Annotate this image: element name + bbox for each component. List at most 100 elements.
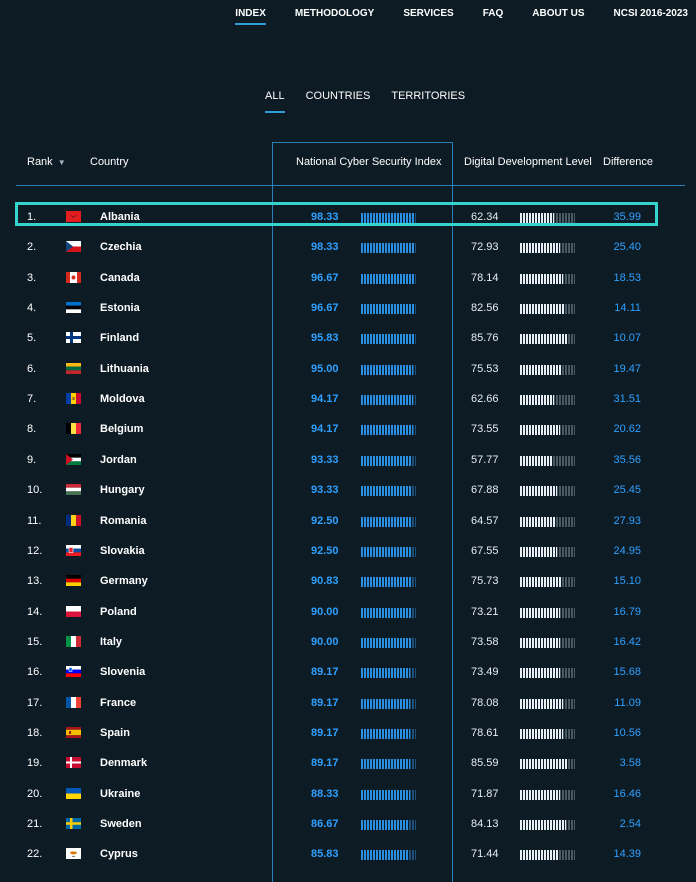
ncsi-score-bar	[361, 637, 416, 648]
rank-cell: 21.	[27, 818, 43, 830]
rank-column-header[interactable]: Rank ▼	[27, 156, 66, 168]
country-name[interactable]: Finland	[100, 332, 140, 345]
ddl-score-bar	[520, 546, 575, 557]
ddl-column-header[interactable]: Digital Development Level	[464, 156, 592, 168]
country-name[interactable]: Slovakia	[100, 544, 145, 557]
rank-cell: 14.	[27, 605, 43, 618]
country-name[interactable]: Ukraine	[100, 787, 141, 800]
ncsi-column-header[interactable]: National Cyber Security Index	[296, 156, 442, 168]
ddl-score: 73.55	[471, 423, 499, 436]
country-name[interactable]: Germany	[100, 575, 148, 588]
moldova-flag-icon	[66, 393, 81, 405]
country-name[interactable]: Czechia	[100, 241, 142, 254]
table-row[interactable]: 16. Slovenia 89.17 73.49 15.68	[0, 657, 696, 687]
difference-column-header[interactable]: Difference	[603, 156, 653, 168]
ddl-score: 85.59	[471, 757, 499, 770]
ddl-score-bar-fill	[520, 334, 568, 345]
ncsi-score-bar-fill	[361, 789, 410, 800]
country-column-header[interactable]: Country	[90, 156, 129, 168]
difference-value: 3.58	[619, 757, 641, 770]
table-row[interactable]: 7. Moldova 94.17 62.66 31.51	[0, 384, 696, 414]
country-name[interactable]: Hungary	[100, 484, 145, 497]
table-row[interactable]: 22. Cyprus 85.83 71.44 14.39	[0, 839, 696, 869]
ddl-score-bar-fill	[520, 213, 555, 223]
country-name[interactable]: Moldova	[100, 393, 145, 406]
ncsi-score: 90.83	[311, 575, 339, 588]
ncsi-score-bar	[361, 364, 416, 375]
table-row[interactable]: 10. Hungary 93.33 67.88 25.45	[0, 475, 696, 505]
ddl-score: 84.13	[471, 818, 499, 830]
ddl-score-bar-fill	[520, 364, 562, 375]
nav-faq[interactable]: FAQ	[482, 8, 504, 19]
table-row[interactable]: 20. Ukraine 88.33 71.87 16.46	[0, 779, 696, 809]
tab-territories[interactable]: TERRITORIES	[391, 90, 466, 102]
nav-ncsi-2016-2023[interactable]: NCSI 2016-2023	[613, 8, 689, 19]
sort-descending-icon[interactable]: ▼	[57, 158, 66, 167]
ddl-score: 73.58	[471, 635, 499, 648]
table-row[interactable]: 1. Albania 98.33 62.34 35.99	[0, 202, 696, 232]
ddl-score: 78.08	[471, 696, 499, 709]
difference-header-label: Difference	[603, 156, 653, 168]
country-name[interactable]: Sweden	[100, 818, 142, 830]
ddl-score-bar-fill	[520, 273, 563, 284]
table-row[interactable]: 9. Jordan 93.33 57.77 35.56	[0, 445, 696, 475]
table-row[interactable]: 5. Finland 95.83 85.76 10.07	[0, 323, 696, 353]
table-row[interactable]: 8. Belgium 94.17 73.55 20.62	[0, 414, 696, 444]
country-name[interactable]: Denmark	[100, 757, 148, 770]
difference-value: 16.46	[613, 787, 641, 800]
table-row[interactable]: 6. Lithuania 95.00 75.53 19.47	[0, 354, 696, 384]
table-row[interactable]: 4. Estonia 96.67 82.56 14.11	[0, 293, 696, 323]
rank-cell: 12.	[27, 544, 43, 557]
tab-countries[interactable]: COUNTRIES	[305, 90, 371, 102]
country-name[interactable]: Belgium	[100, 423, 144, 436]
ddl-score-bar	[520, 364, 575, 375]
ddl-score-bar-fill	[520, 486, 558, 497]
ddl-score-bar	[520, 850, 575, 861]
country-name[interactable]: Poland	[100, 605, 137, 618]
table-row[interactable]: 3. Canada 96.67 78.14 18.53	[0, 263, 696, 293]
table-row[interactable]: 2. Czechia 98.33 72.93 25.40	[0, 232, 696, 262]
table-row[interactable]: 15. Italy 90.00 73.58 16.42	[0, 627, 696, 657]
ncsi-score-bar	[361, 698, 416, 709]
country-name[interactable]: Albania	[100, 211, 140, 223]
table-row[interactable]: 11. Romania 92.50 64.57 27.93	[0, 506, 696, 536]
nav-about-us[interactable]: ABOUT US	[532, 8, 585, 19]
table-row[interactable]: 19. Denmark 89.17 85.59 3.58	[0, 748, 696, 778]
table-row[interactable]: 13. Germany 90.83 75.73 15.10	[0, 566, 696, 596]
ddl-score: 78.14	[471, 271, 499, 284]
table-row[interactable]: 17. France 89.17 78.08 11.09	[0, 688, 696, 718]
ddl-score-bar	[520, 213, 575, 223]
nav-methodology[interactable]: METHODOLOGY	[294, 8, 375, 19]
tab-all[interactable]: ALL	[265, 90, 285, 113]
country-name[interactable]: Slovenia	[100, 666, 146, 679]
ncsi-score-bar	[361, 546, 416, 557]
ncsi-score: 94.17	[311, 393, 339, 406]
country-name[interactable]: Lithuania	[100, 362, 149, 375]
table-row[interactable]: 21. Sweden 86.67 84.13 2.54	[0, 809, 696, 839]
country-name[interactable]: Italy	[100, 635, 123, 648]
country-name[interactable]: Spain	[100, 726, 130, 739]
ddl-score: 73.21	[471, 605, 499, 618]
rank-cell: 19.	[27, 757, 43, 770]
ncsi-score-bar-fill	[361, 759, 411, 770]
ddl-score-bar	[520, 820, 575, 830]
nav-services[interactable]: SERVICES	[403, 8, 454, 19]
romania-flag-icon	[66, 514, 81, 526]
country-name[interactable]: Canada	[100, 271, 140, 284]
ddl-score-bar-fill	[520, 820, 567, 830]
ncsi-score-bar-fill	[361, 334, 414, 345]
table-row[interactable]: 14. Poland 90.00 73.21 16.79	[0, 597, 696, 627]
difference-value: 16.79	[613, 605, 641, 618]
country-name[interactable]: France	[100, 696, 137, 709]
table-row[interactable]: 18. Spain 89.17 78.61 10.56	[0, 718, 696, 748]
country-name[interactable]: Romania	[100, 514, 147, 527]
country-name[interactable]: Estonia	[100, 302, 140, 315]
table-row[interactable]: 12. Slovakia 92.50 67.55 24.95	[0, 536, 696, 566]
country-name[interactable]: Cyprus	[100, 848, 138, 861]
country-name[interactable]: Jordan	[100, 453, 137, 466]
ncsi-score: 98.33	[311, 241, 339, 254]
ncsi-score: 88.33	[311, 787, 339, 800]
difference-value: 20.62	[613, 423, 641, 436]
nav-index[interactable]: INDEX	[235, 0, 266, 25]
slovakia-flag-icon	[66, 544, 81, 556]
